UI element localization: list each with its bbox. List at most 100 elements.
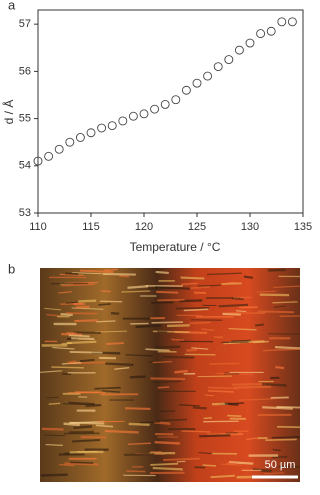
x-tick-label: 120 [135, 221, 153, 233]
texture-stripe [199, 435, 230, 436]
texture-stripe [74, 320, 97, 321]
texture-stripe [198, 376, 232, 377]
data-point [119, 117, 127, 125]
texture-stripe [193, 408, 207, 409]
texture-stripe [167, 325, 190, 326]
texture-stripe [189, 322, 210, 323]
texture-stripe [96, 321, 115, 322]
texture-stripe [158, 387, 169, 388]
data-point [193, 79, 201, 87]
texture-stripe [260, 295, 289, 296]
texture-stripe [227, 416, 241, 417]
texture-stripe [69, 335, 90, 336]
data-point [225, 56, 233, 64]
texture-stripe [125, 408, 150, 409]
texture-stripe [156, 272, 169, 273]
y-tick-label: 55 [19, 112, 31, 124]
texture-stripe [222, 283, 242, 284]
texture-stripe [68, 403, 94, 404]
texture-stripe [105, 364, 133, 365]
texture-stripe [171, 339, 184, 340]
texture-stripe [268, 270, 285, 271]
data-point [140, 110, 148, 118]
texture-stripe [277, 427, 300, 428]
texture-stripe [258, 311, 294, 312]
x-tick-label: 135 [294, 221, 312, 233]
texture-stripe [232, 384, 267, 385]
texture-stripe [49, 403, 60, 404]
data-point [267, 27, 275, 35]
texture-stripe [156, 292, 178, 293]
texture-stripe [177, 461, 186, 462]
texture-stripe [153, 468, 183, 469]
x-tick-label: 110 [29, 221, 47, 233]
texture-stripe [155, 347, 180, 348]
texture-stripe [46, 445, 63, 446]
texture-stripe [42, 429, 64, 430]
y-tick-label: 53 [19, 207, 31, 219]
texture-stripe [151, 302, 173, 303]
data-point [182, 86, 190, 94]
texture-stripe [157, 332, 167, 333]
texture-stripe [85, 405, 101, 406]
texture-stripe [103, 274, 136, 275]
texture-stripe [198, 285, 221, 286]
texture-stripe [106, 343, 124, 344]
texture-stripe [65, 273, 78, 274]
texture-stripe [105, 269, 118, 270]
x-axis-label: Temperature / °C [130, 240, 221, 254]
data-point [288, 18, 296, 26]
texture-stripe [272, 457, 287, 458]
texture-stripe [74, 426, 92, 427]
texture-stripe [126, 471, 145, 472]
data-point [76, 133, 84, 141]
panel-label: a [8, 0, 16, 12]
texture-stripe [51, 367, 84, 368]
texture-stripe [202, 465, 216, 466]
texture-stripe [111, 313, 119, 314]
texture-stripe [65, 463, 99, 464]
data-point [151, 105, 159, 113]
texture-stripe [136, 325, 162, 326]
texture-stripe [150, 378, 185, 379]
data-point [45, 152, 53, 160]
texture-stripe [67, 361, 75, 362]
data-point [66, 138, 74, 146]
texture-stripe [152, 322, 183, 323]
texture-stripe [236, 311, 246, 312]
x-tick-label: 125 [188, 221, 206, 233]
texture-stripe [70, 452, 104, 453]
texture-stripe [208, 388, 237, 389]
texture-stripe [64, 424, 80, 425]
texture-stripe [262, 407, 293, 408]
data-point [257, 30, 265, 38]
texture-stripe [119, 276, 129, 277]
texture-stripe [162, 357, 194, 358]
texture-stripe [222, 314, 240, 315]
texture-stripe [204, 418, 212, 419]
scale-bar-label: 50 µm [265, 459, 296, 471]
data-point [98, 124, 106, 132]
texture-stripe [219, 305, 248, 306]
texture-stripe [74, 332, 101, 333]
x-tick-label: 115 [82, 221, 100, 233]
texture-stripe [80, 271, 113, 272]
texture-stripe [181, 283, 197, 284]
micrograph [40, 268, 300, 482]
data-point [278, 18, 286, 26]
y-tick-label: 54 [19, 160, 31, 172]
texture-stripe [127, 286, 148, 287]
texture-stripe [140, 422, 160, 423]
data-point [214, 63, 222, 71]
texture-stripe [186, 350, 197, 351]
data-point [235, 46, 243, 54]
texture-stripe [208, 391, 234, 392]
texture-stripe [194, 293, 206, 294]
texture-stripe [275, 367, 284, 368]
texture-stripe [207, 434, 241, 435]
texture-stripe [70, 462, 93, 463]
texture-stripe [262, 384, 287, 385]
texture-stripe [181, 278, 205, 279]
